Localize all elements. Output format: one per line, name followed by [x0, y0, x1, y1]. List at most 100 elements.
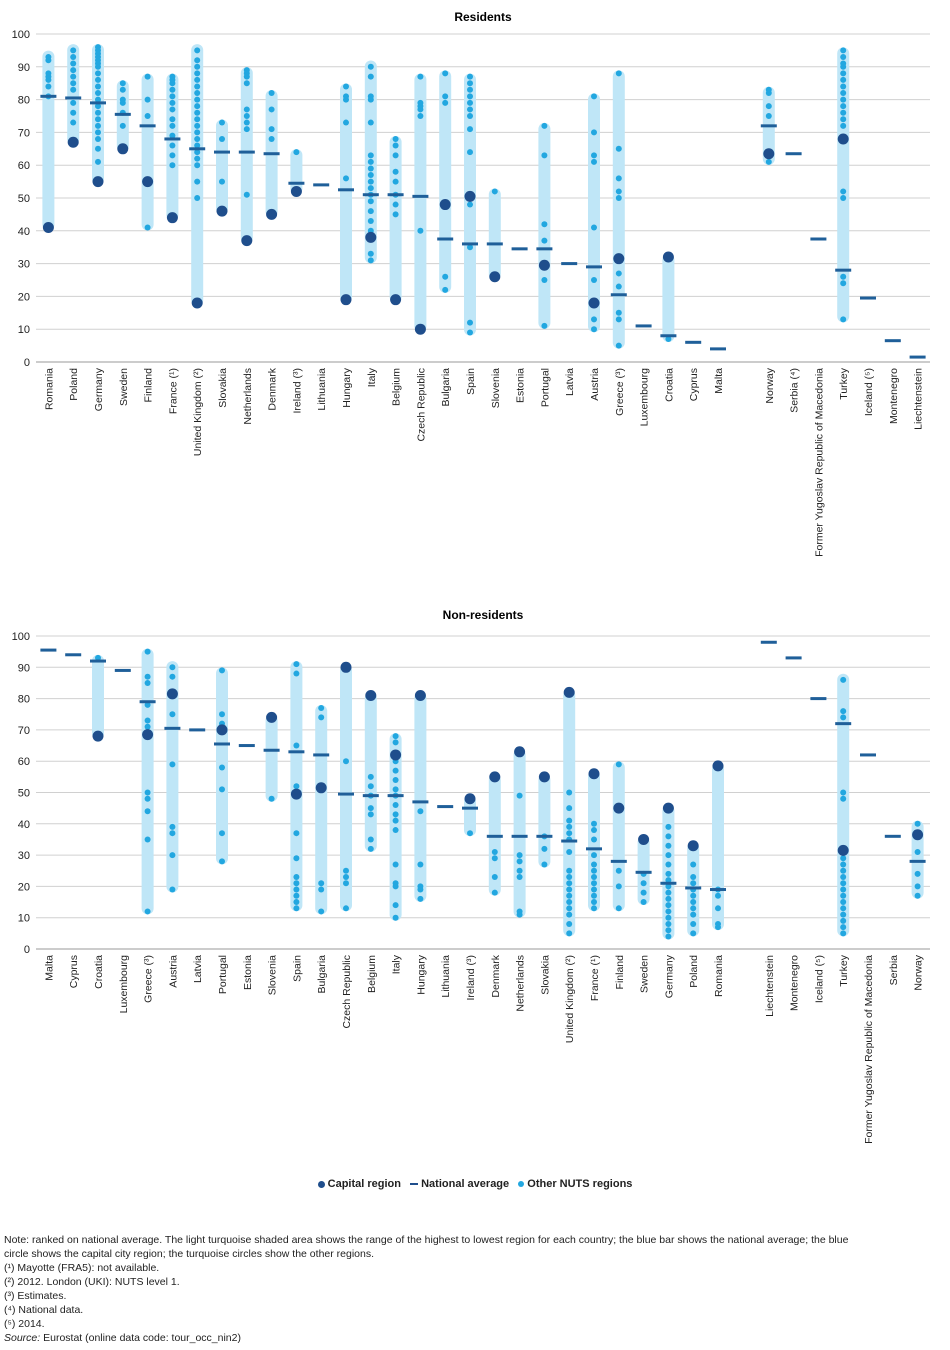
- chart1-capital-dot: [414, 323, 426, 335]
- chart2-capital-dot: [712, 760, 724, 772]
- chart2-other-region-dot: [219, 830, 225, 837]
- chart1-range-bar: [837, 47, 850, 323]
- chart2-category-label: Portugal: [217, 955, 229, 994]
- chart1-other-region-dot: [467, 73, 473, 80]
- chart1-other-region-dot: [417, 227, 424, 234]
- chart2-capital-dot: [687, 840, 699, 852]
- chart2-range-bar: [464, 795, 476, 837]
- chart2-other-region-dot: [566, 830, 573, 837]
- chart1-other-region-dot: [765, 86, 772, 93]
- chart1-other-region-dot: [70, 99, 77, 106]
- chart2-capital-dot: [290, 788, 302, 800]
- chart2-other-region-dot: [144, 789, 151, 796]
- chart2-range-bar: [141, 648, 154, 915]
- chart1-capital-dot: [290, 185, 302, 197]
- chart2-national-average-bar: [486, 834, 503, 838]
- source-label: Source:: [4, 1332, 41, 1344]
- chart2-ytick-label: 100: [12, 631, 30, 643]
- chart2-other-region-dot: [367, 783, 374, 790]
- chart2-category-label: Belgium: [366, 955, 378, 993]
- chart2-other-region-dot: [144, 679, 151, 686]
- chart2-other-region-dot: [219, 858, 225, 865]
- chart2-other-region-dot: [715, 892, 721, 899]
- chart2-other-region-dot: [615, 867, 622, 874]
- chart2-other-region-dot: [367, 811, 374, 818]
- chart2-range-bar: [414, 692, 427, 902]
- chart2-other-region-dot: [392, 739, 399, 746]
- chart1-national-average-bar: [610, 293, 627, 297]
- chart1-other-region-dot: [367, 178, 374, 185]
- chart2-other-region-dot: [392, 767, 399, 774]
- chart2-other-region-dot: [268, 795, 275, 802]
- chart1-other-region-dot: [293, 149, 300, 156]
- chart1-national-average-bar: [511, 247, 528, 251]
- chart1-other-region-dot: [169, 106, 176, 113]
- chart1-other-region-dot: [467, 126, 473, 133]
- chart1-other-region-dot: [467, 86, 473, 93]
- chart1-other-region-dot: [119, 122, 126, 129]
- chart2-range-bar: [637, 836, 650, 906]
- chart1-other-region-dot: [194, 76, 201, 83]
- chart2-category-label: Serbia: [888, 955, 900, 986]
- chart2-other-region-dot: [318, 886, 325, 893]
- chart1-range-bar: [240, 67, 253, 244]
- chart2-other-region-dot: [640, 899, 647, 906]
- chart2-other-region-dot: [392, 786, 399, 793]
- chart2-other-region-dot: [566, 823, 573, 830]
- chart2-other-region-dot: [467, 830, 473, 837]
- chart1-national-average-bar: [114, 112, 131, 116]
- chart2-capital-dot: [464, 793, 476, 805]
- chart1-national-average-bar: [214, 150, 230, 154]
- chart2-national-average-bar: [561, 839, 578, 843]
- chart2-other-region-dot: [95, 654, 101, 661]
- chart1-other-region-dot: [243, 126, 250, 133]
- chart1-other-region-dot: [194, 178, 201, 185]
- chart2-national-average-bar: [909, 859, 926, 863]
- chart1-national-average-bar: [288, 181, 305, 185]
- chart2-other-region-dot: [840, 911, 847, 918]
- chart2-other-region-dot: [715, 905, 721, 912]
- chart1-other-region-dot: [95, 44, 101, 51]
- chart2-other-region-dot: [169, 711, 176, 718]
- chart1-other-region-dot: [70, 67, 77, 74]
- chart2-national-average-bar: [835, 722, 852, 726]
- chart2-category-label: Montenegro: [789, 955, 801, 1011]
- chart1-range-bar: [389, 135, 402, 303]
- chart2-national-average-bar: [437, 805, 454, 809]
- chart2-other-region-dot: [591, 886, 597, 893]
- chart2-other-region-dot: [144, 908, 151, 915]
- chart2-other-region-dot: [219, 711, 225, 718]
- chart2-other-region-dot: [665, 920, 672, 927]
- chart2-category-label: Bulgaria: [316, 955, 328, 994]
- chart2-other-region-dot: [417, 895, 424, 902]
- chart2-other-region-dot: [665, 883, 672, 890]
- chart2-other-region-dot: [840, 676, 847, 683]
- chart1-national-average-bar: [412, 194, 429, 198]
- chart2-other-region-dot: [914, 820, 921, 827]
- chart1-national-average-bar: [462, 242, 478, 246]
- chart1-other-region-dot: [194, 103, 201, 110]
- chart2-other-region-dot: [566, 930, 573, 937]
- chart2-other-region-dot: [491, 848, 498, 855]
- chart2-other-region-dot: [566, 911, 573, 918]
- chart1-capital-dot: [42, 222, 54, 234]
- chart2-capital-dot: [365, 689, 377, 701]
- chart1-other-region-dot: [70, 86, 77, 93]
- chart1-range-bar: [612, 70, 625, 349]
- chart1-other-region-dot: [417, 99, 424, 106]
- chart2-other-region-dot: [665, 842, 672, 849]
- chart1-other-region-dot: [541, 277, 548, 283]
- chart2-other-region-dot: [566, 805, 573, 812]
- chart1-other-region-dot: [417, 73, 424, 80]
- chart2-other-region-dot: [840, 924, 847, 931]
- chart1-capital-dot: [241, 235, 253, 247]
- chart2-other-region-dot: [367, 805, 374, 812]
- chart2-category-label: Romania: [713, 955, 725, 997]
- chart2-other-region-dot: [541, 845, 548, 852]
- chart1-other-region-dot: [70, 119, 77, 126]
- chart2-category-label: Austria: [167, 955, 179, 988]
- chart1-category-label: Former Yugoslav Republic of Macedonia: [813, 368, 825, 557]
- chart2-other-region-dot: [566, 886, 573, 893]
- chart1-other-region-dot: [169, 122, 176, 129]
- chart1-category-label: Italy: [366, 367, 378, 387]
